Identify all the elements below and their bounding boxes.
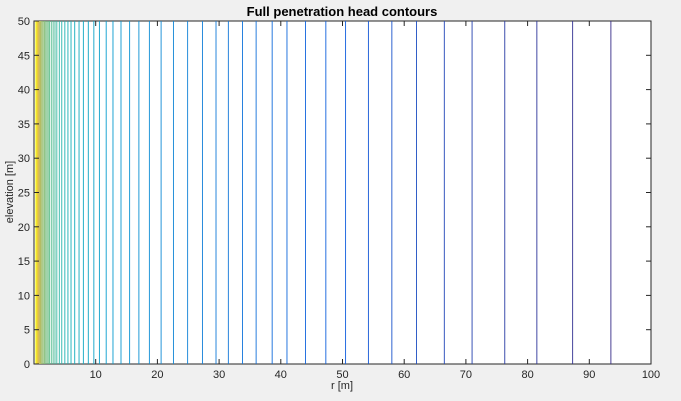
x-tick-label: 100 xyxy=(642,369,660,381)
y-axis-ticks: 0 5 10 15 20 25 30 35 40 45 50 xyxy=(18,16,651,371)
y-tick-label: 35 xyxy=(18,119,30,131)
y-tick-label: 15 xyxy=(18,256,30,268)
x-tick-label: 70 xyxy=(460,369,472,381)
y-axis-label: elevation [m] xyxy=(4,161,16,223)
x-tick-label: 90 xyxy=(583,369,595,381)
x-tick-label: 80 xyxy=(521,369,533,381)
y-tick-label: 5 xyxy=(24,325,30,337)
y-tick-label: 40 xyxy=(18,85,30,97)
x-axis-label: r [m] xyxy=(331,380,353,392)
plot-background xyxy=(33,20,652,365)
y-tick-label: 0 xyxy=(24,359,30,371)
y-tick-label: 45 xyxy=(18,50,30,62)
x-axis-ticks: 10 20 30 40 50 60 70 80 90 100 xyxy=(90,21,660,381)
y-tick-label: 30 xyxy=(18,153,30,165)
y-tick-label: 10 xyxy=(18,290,30,302)
x-tick-label: 50 xyxy=(336,369,348,381)
x-tick-label: 40 xyxy=(275,369,287,381)
y-tick-label: 50 xyxy=(18,16,30,28)
x-tick-label: 10 xyxy=(90,369,102,381)
x-tick-label: 30 xyxy=(213,369,225,381)
chart-title: Full penetration head contours xyxy=(247,4,438,19)
y-tick-label: 20 xyxy=(18,222,30,234)
x-tick-label: 20 xyxy=(151,369,163,381)
contour-lines xyxy=(35,21,612,364)
x-tick-label: 60 xyxy=(398,369,410,381)
y-tick-label: 25 xyxy=(18,188,30,200)
